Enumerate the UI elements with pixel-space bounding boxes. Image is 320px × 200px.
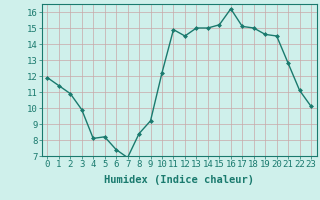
X-axis label: Humidex (Indice chaleur): Humidex (Indice chaleur): [104, 175, 254, 185]
